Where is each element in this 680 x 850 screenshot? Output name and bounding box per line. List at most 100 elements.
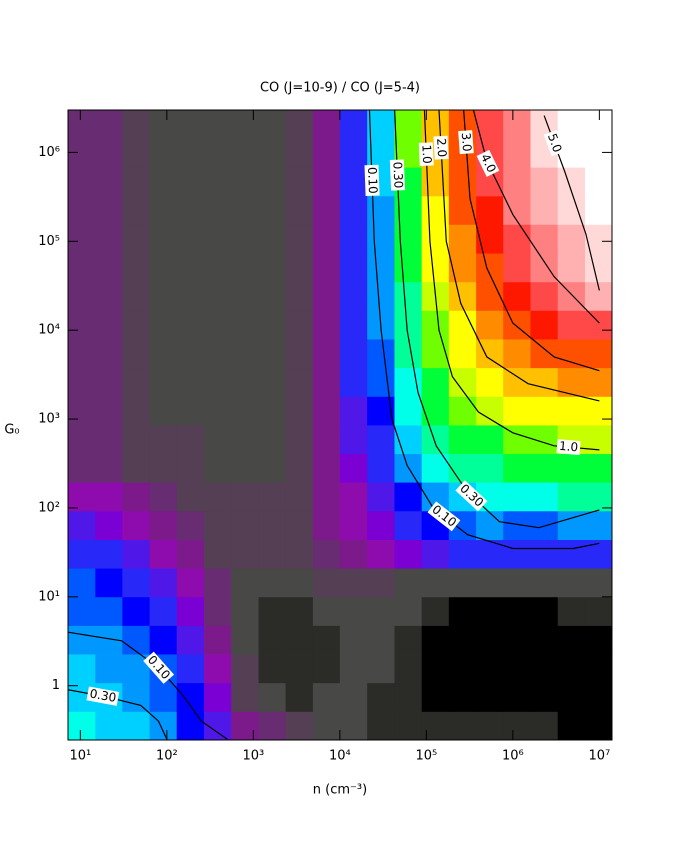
x-tick-label: 10⁴ <box>329 749 351 764</box>
cell <box>584 367 613 397</box>
cell <box>258 310 287 340</box>
contour-label: 0.30 <box>86 686 120 706</box>
cell <box>176 224 205 254</box>
cell <box>339 339 368 369</box>
cell <box>530 281 559 311</box>
cell <box>231 625 259 655</box>
cell <box>231 539 259 569</box>
cell <box>448 281 477 311</box>
contour-label-text: 0.10 <box>365 167 380 194</box>
cell <box>421 224 450 254</box>
cell <box>339 195 368 225</box>
cell <box>339 425 368 455</box>
cell <box>95 568 123 598</box>
cell <box>68 425 96 455</box>
cell <box>312 396 341 426</box>
contour-label-text: 0.30 <box>89 686 118 705</box>
contour-label-text: 3.0 <box>459 132 474 152</box>
cell <box>149 625 178 655</box>
cell <box>95 654 123 684</box>
cell <box>421 625 450 655</box>
cell <box>339 539 368 569</box>
cell <box>557 711 586 741</box>
cell <box>285 167 314 197</box>
cell <box>367 711 395 741</box>
cell <box>231 568 259 598</box>
cell <box>122 253 151 283</box>
contour-line <box>394 110 600 529</box>
cell <box>95 367 123 397</box>
cell <box>530 339 559 369</box>
cell <box>503 138 531 168</box>
cell <box>584 682 613 712</box>
cell <box>367 339 395 369</box>
cell <box>122 596 151 626</box>
cell <box>312 167 341 197</box>
cell <box>231 310 259 340</box>
cell <box>149 110 178 140</box>
cell <box>312 339 341 369</box>
cell <box>176 281 205 311</box>
cell <box>258 568 287 598</box>
cell <box>122 425 151 455</box>
cell <box>204 625 232 655</box>
cell <box>312 281 341 311</box>
cell <box>584 339 613 369</box>
contour-label-bg <box>543 129 565 157</box>
cell <box>476 453 504 483</box>
cell <box>339 367 368 397</box>
cell <box>339 711 368 741</box>
cell <box>231 425 259 455</box>
cell <box>68 654 96 684</box>
cell <box>503 711 531 741</box>
cell <box>149 339 178 369</box>
contour-label: 3.0 <box>458 130 474 155</box>
cell <box>204 453 232 483</box>
cell <box>530 482 559 512</box>
cell <box>176 396 205 426</box>
cell <box>367 510 395 541</box>
cell <box>258 510 287 541</box>
contour-label-bg <box>389 159 406 191</box>
cell <box>95 138 123 168</box>
cell <box>68 224 96 254</box>
cell <box>557 482 586 512</box>
cell <box>149 425 178 455</box>
cell <box>95 396 123 426</box>
cell <box>421 367 450 397</box>
cell <box>394 682 423 712</box>
x-tick-label: 10⁵ <box>415 749 437 764</box>
cell <box>394 110 423 140</box>
cell <box>95 110 123 140</box>
contour-label-bg <box>427 501 461 532</box>
cell <box>476 224 504 254</box>
cell <box>530 654 559 684</box>
cell <box>339 596 368 626</box>
cell <box>367 453 395 483</box>
cell <box>285 682 314 712</box>
cell <box>258 253 287 283</box>
cell <box>258 195 287 225</box>
cell <box>448 367 477 397</box>
cell <box>503 568 531 598</box>
cell <box>258 224 287 254</box>
cell <box>68 281 96 311</box>
cell <box>68 110 96 140</box>
cell <box>476 510 504 541</box>
cell <box>231 253 259 283</box>
cell <box>285 539 314 569</box>
cell <box>367 596 395 626</box>
cell <box>231 138 259 168</box>
cell <box>394 224 423 254</box>
cell <box>584 711 613 741</box>
cell <box>503 625 531 655</box>
cell <box>557 339 586 369</box>
cell <box>68 253 96 283</box>
contour-label-bg <box>455 480 488 512</box>
cell <box>68 310 96 340</box>
cell <box>312 482 341 512</box>
contour-label: 0.10 <box>364 164 380 196</box>
contour-label-bg <box>364 164 380 196</box>
cell <box>448 310 477 340</box>
cell <box>68 539 96 569</box>
